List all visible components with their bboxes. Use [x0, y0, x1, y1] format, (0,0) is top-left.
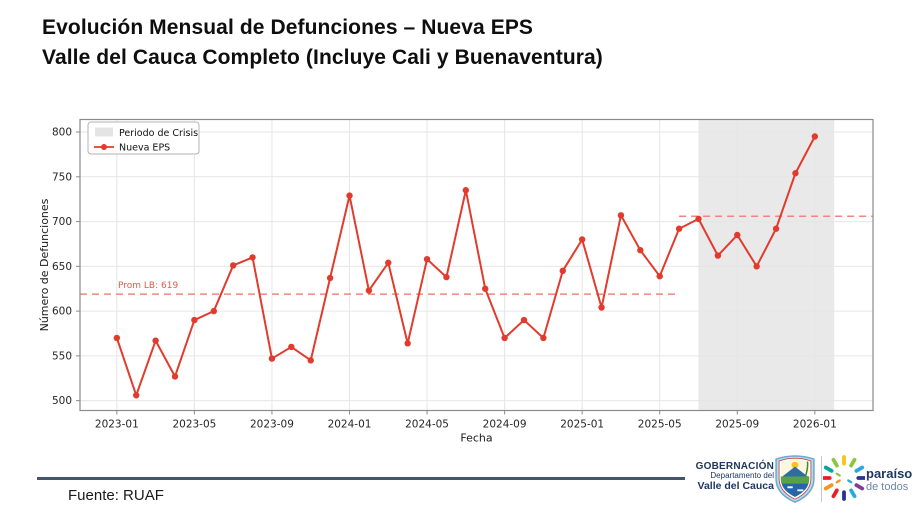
data-point [462, 187, 470, 194]
data-point [501, 334, 508, 342]
data-point [365, 287, 373, 294]
legend-series-label: Nueva EPS [119, 143, 170, 154]
data-point [191, 316, 198, 324]
data-point [423, 255, 431, 263]
data-point [152, 337, 159, 344]
y-axis-label: Número de Defunciones [38, 198, 51, 331]
data-point [637, 247, 644, 254]
y-tick-label: 650 [52, 261, 72, 273]
plot-border [79, 118, 874, 412]
x-tick-label: 2024-09 [483, 419, 527, 431]
valle-del-cauca-shield-icon [775, 455, 815, 503]
gobernacion-region: Valle del Cauca [697, 480, 774, 493]
data-point [443, 273, 450, 281]
data-point [540, 334, 547, 342]
data-point [598, 304, 605, 311]
legend-box [87, 121, 200, 155]
data-point [559, 267, 566, 275]
data-point [113, 334, 121, 342]
y-tick-label: 700 [52, 216, 72, 228]
data-point [404, 340, 411, 347]
data-point [578, 236, 586, 243]
y-tick-label: 500 [52, 395, 72, 407]
data-point [326, 274, 334, 282]
data-point [792, 170, 799, 177]
paraiso-starburst-icon [823, 455, 865, 501]
x-tick-label: 2024-05 [405, 419, 449, 431]
data-point [133, 392, 140, 399]
x-axis-label: Fecha [460, 432, 492, 445]
gobernacion-name: GOBERNACIÓN [695, 461, 774, 472]
data-point [268, 355, 276, 362]
data-point [734, 231, 741, 239]
gobernacion-dept: Departamento del [710, 471, 774, 481]
x-tick-label: 2025-05 [638, 419, 682, 431]
data-point [249, 254, 256, 261]
data-point [288, 343, 295, 351]
data-point [753, 263, 760, 270]
baseline-mean-label: Prom LB: 619 [118, 281, 178, 291]
x-tick-label: 2026-01 [793, 419, 837, 431]
source-text: Fuente: RUAF [68, 487, 164, 504]
page-title-line2: Valle del Cauca Completo (Incluye Cali y… [42, 46, 603, 69]
data-point [811, 133, 819, 140]
data-point [385, 259, 392, 266]
gobernacion-logo: GOBERNACIÓN Departamento del Valle del C… [694, 461, 774, 493]
data-point [714, 252, 722, 259]
logo-divider [821, 456, 822, 502]
data-point [656, 272, 663, 280]
data-point [307, 357, 314, 364]
footer-divider [37, 477, 685, 480]
y-tick-label: 550 [52, 350, 72, 362]
data-point [229, 262, 237, 269]
crisis-period-span [698, 119, 835, 411]
data-point [617, 212, 625, 219]
x-tick-label: 2023-05 [172, 419, 216, 431]
x-tick-label: 2025-01 [560, 419, 604, 431]
paraiso-slogan: paraíso de todos [866, 466, 913, 494]
legend-line-marker [101, 144, 107, 150]
data-point [675, 225, 683, 232]
x-tick-label: 2025-09 [715, 419, 759, 431]
x-tick-label: 2023-01 [95, 419, 139, 431]
x-tick-label: 2024-01 [328, 419, 372, 431]
data-point [695, 215, 702, 223]
data-point [772, 225, 780, 232]
y-tick-label: 600 [52, 306, 72, 318]
data-point [346, 192, 353, 199]
x-tick-label: 2023-09 [250, 419, 294, 431]
data-point [520, 316, 528, 324]
y-tick-label: 750 [52, 171, 72, 183]
slogan-line2: de todos [866, 481, 909, 494]
y-tick-label: 800 [52, 127, 72, 139]
data-point [482, 285, 489, 292]
page-title-line1: Evolución Mensual de Defunciones – Nueva… [42, 16, 534, 39]
data-point [171, 373, 179, 380]
page-title: Evolución Mensual de Defunciones – Nueva… [42, 13, 603, 73]
legend-crisis-swatch [95, 127, 113, 137]
slogan-line1: paraíso [866, 466, 913, 481]
data-point [210, 307, 217, 315]
deaths-chart: Prom LB: 619 500 550 600 650 700 750 800 2023-01… [38, 118, 874, 445]
legend-crisis-label: Periodo de Crisis [119, 128, 198, 139]
